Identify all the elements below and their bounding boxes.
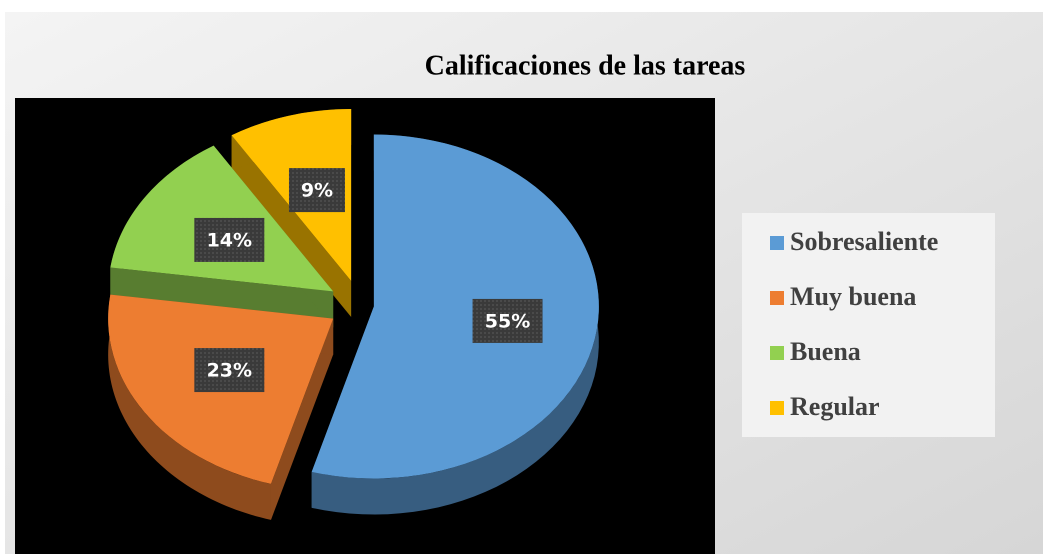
legend-label: Sobresaliente	[790, 227, 938, 256]
slice-side	[270, 318, 334, 520]
data-label: 55%	[485, 310, 530, 332]
data-label: 9%	[301, 180, 333, 202]
legend-swatch	[770, 346, 784, 360]
legend-swatch	[770, 401, 784, 415]
legend	[742, 213, 995, 437]
legend-swatch	[770, 236, 784, 250]
legend-swatch	[770, 291, 784, 305]
legend-label: Buena	[790, 337, 861, 366]
data-label: 14%	[207, 229, 252, 251]
slice-wall	[108, 294, 271, 520]
pie-slice	[311, 134, 599, 479]
chart-title: Calificaciones de las tareas	[425, 50, 746, 81]
data-label-box	[194, 217, 265, 262]
legend-label: Regular	[790, 392, 880, 421]
data-label: 23%	[207, 360, 252, 382]
slice-side	[231, 135, 352, 318]
data-label-box	[288, 168, 345, 213]
data-label-box	[194, 348, 265, 393]
slice-side	[110, 267, 334, 328]
legend-label: Muy buena	[790, 282, 916, 311]
data-label-box	[472, 298, 543, 343]
